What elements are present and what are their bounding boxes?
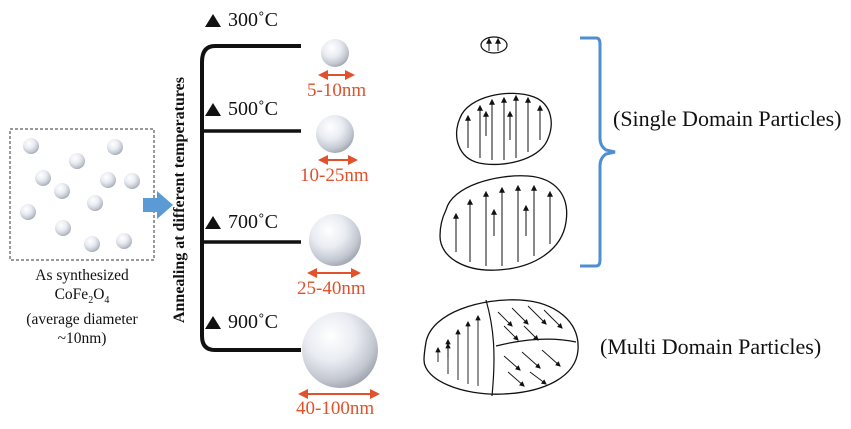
formula-mid: O xyxy=(93,286,105,303)
domain-large xyxy=(439,175,568,271)
size-label-500: 10-25nm xyxy=(300,165,369,186)
synthesized-box xyxy=(9,128,155,261)
particle-300 xyxy=(321,39,349,67)
domain-multi xyxy=(423,299,579,397)
size-label-300: 5-10nm xyxy=(307,80,367,101)
size-label-900: 40-100nm xyxy=(296,398,375,419)
formula: CoFe2O4 xyxy=(5,285,159,310)
axis-label: Annealing at different temperatures xyxy=(171,76,188,324)
as-synthesized-line3: (average diameter xyxy=(26,311,138,329)
particle-500 xyxy=(316,115,354,153)
temp-label-900: 900˚C xyxy=(228,311,278,333)
as-synthesized-line1: As synthesized xyxy=(35,267,129,284)
triangle-icon xyxy=(205,316,221,329)
triangle-icon xyxy=(205,14,221,27)
formula-prefix: CoFe xyxy=(54,286,89,303)
annealing-bracket xyxy=(200,44,301,352)
single-domain-bracket xyxy=(580,36,616,268)
formula-sub1: 2 xyxy=(88,295,94,307)
as-synthesized-label: As synthesized CoFe2O4 (average diameter… xyxy=(5,266,159,348)
particle-700 xyxy=(309,214,361,266)
domain-medium xyxy=(456,92,552,166)
temp-label-300: 300˚C xyxy=(228,9,278,31)
triangle-icon xyxy=(205,216,221,229)
process-arrow xyxy=(143,191,173,219)
single-domain-label: (Single Domain Particles) xyxy=(613,106,842,131)
size-label-700: 25-40nm xyxy=(297,278,366,299)
domain-small xyxy=(480,36,508,54)
temp-label-500: 500˚C xyxy=(228,98,278,120)
as-synthesized-line4: ~10nm) xyxy=(57,330,107,348)
multi-domain-label: (Multi Domain Particles) xyxy=(600,334,822,359)
particle-900 xyxy=(302,312,378,388)
small-nanoparticles xyxy=(20,138,140,252)
temp-label-700: 700˚C xyxy=(228,211,278,233)
formula-sub2: 4 xyxy=(104,295,110,307)
triangle-icon xyxy=(205,103,221,116)
